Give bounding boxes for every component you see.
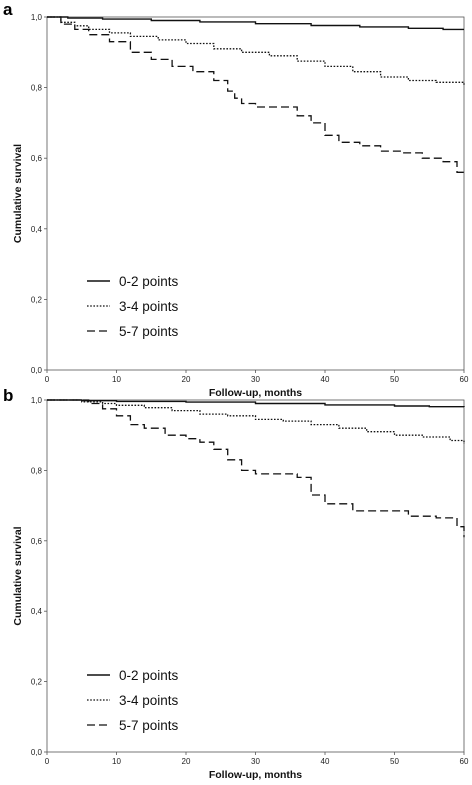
y-tick-label: 1,0 <box>31 13 43 22</box>
panel-label-a: a <box>3 0 13 19</box>
y-tick-label: 0,8 <box>31 466 43 475</box>
x-tick-label: 30 <box>251 375 260 384</box>
x-tick-label: 10 <box>112 757 121 766</box>
y-tick-label: 0,4 <box>31 607 43 616</box>
series-line-0-2-points <box>47 399 465 408</box>
panel-label-b: b <box>3 386 13 405</box>
legend-entry: 0-2 points <box>119 668 179 683</box>
legend-entry: 5-7 points <box>119 718 179 733</box>
x-tick-label: 30 <box>251 757 260 766</box>
x-tick-label: 0 <box>45 757 50 766</box>
x-axis-label: Follow-up, months <box>209 387 302 399</box>
series-line-5-7-points <box>47 16 465 176</box>
series-line-0-2-points <box>47 16 464 31</box>
x-tick-label: 10 <box>112 375 121 384</box>
x-tick-label: 50 <box>390 375 399 384</box>
y-tick-label: 0,2 <box>31 295 43 304</box>
legend-entry: 0-2 points <box>119 274 179 289</box>
x-tick-label: 40 <box>321 375 330 384</box>
x-tick-label: 40 <box>321 757 330 766</box>
x-tick-label: 60 <box>460 757 469 766</box>
y-tick-label: 0,8 <box>31 84 43 93</box>
legend-entry: 5-7 points <box>119 324 179 339</box>
y-tick-label: 0,0 <box>31 748 43 757</box>
y-tick-label: 0,6 <box>31 154 43 163</box>
y-axis-label: Cumulative survival <box>12 144 24 243</box>
legend-entry: 3-4 points <box>119 693 179 708</box>
x-tick-label: 0 <box>45 375 50 384</box>
y-tick-label: 0,4 <box>31 225 43 234</box>
y-tick-label: 1,0 <box>31 396 43 405</box>
legend-entry: 3-4 points <box>119 299 179 314</box>
y-axis-label: Cumulative survival <box>12 526 24 625</box>
x-tick-label: 20 <box>182 757 191 766</box>
x-tick-label: 60 <box>460 375 469 384</box>
x-axis-label: Follow-up, months <box>209 769 302 781</box>
x-tick-label: 50 <box>390 757 399 766</box>
y-tick-label: 0,2 <box>31 678 43 687</box>
y-tick-label: 0,6 <box>31 537 43 546</box>
series-line-3-4-points <box>47 399 465 444</box>
x-tick-label: 20 <box>182 375 191 384</box>
y-tick-label: 0,0 <box>31 366 43 375</box>
plot-frame <box>46 399 465 753</box>
series-line-5-7-points <box>47 399 465 538</box>
plot-frame <box>46 16 465 371</box>
